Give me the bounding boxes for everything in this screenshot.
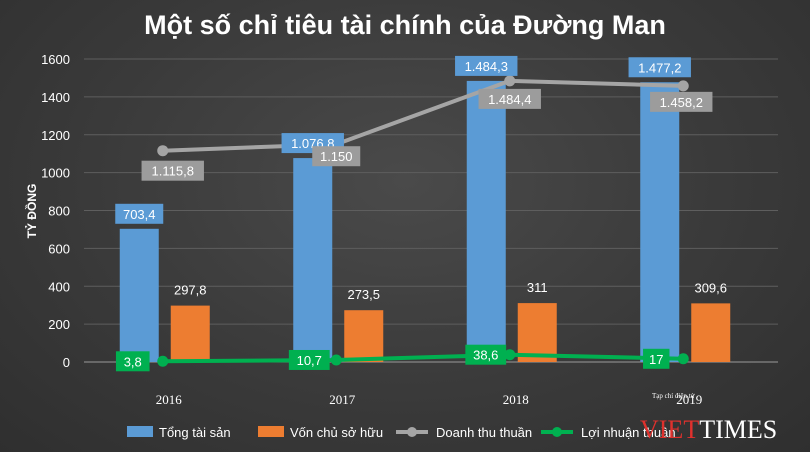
legend-marker-3 — [552, 427, 562, 437]
data-label-doanh-thu-thuan-box — [141, 160, 204, 181]
legend-marker-2 — [407, 427, 417, 437]
legend-label: Tổng tài sản — [159, 425, 231, 440]
chart-title: Một số chỉ tiêu tài chính của Đường Man — [144, 10, 666, 40]
legend-swatch-0 — [127, 426, 153, 437]
data-label-loi-nhuan-thuan-box — [288, 349, 330, 370]
bar-von-chu-so-huu-2016 — [170, 305, 210, 362]
y-tick-label: 200 — [48, 317, 70, 332]
marker-doanh-thu-thuan-2016 — [157, 145, 169, 157]
y-tick-labels: 0 200 400 600 800 1000 1200 1400 1600 — [41, 52, 70, 370]
y-tick-label: 1000 — [41, 166, 70, 181]
data-label-loi-nhuan-thuan-box — [115, 351, 150, 372]
bar-von-chu-so-huu-2019 — [691, 303, 731, 362]
x-category-label: 2018 — [503, 392, 529, 407]
bar-tong-tai-san-2017 — [293, 158, 333, 362]
bar-series — [119, 80, 731, 362]
bar-tong-tai-san-2016 — [119, 228, 159, 362]
x-category-label: 2016 — [156, 392, 183, 407]
legend-label: Lợi nhuận thuần — [581, 425, 676, 440]
y-axis-label: TỶ ĐỒNG — [24, 184, 39, 239]
data-label-tong-tai-san-box — [628, 57, 691, 78]
marker-doanh-thu-thuan-2019 — [677, 80, 689, 92]
bar-tong-tai-san-2018 — [466, 80, 506, 362]
line-doanh-thu-thuan — [162, 78, 684, 153]
x-category-label: 2017 — [329, 392, 356, 407]
legend-label: Doanh thu thuần — [436, 425, 532, 440]
marker-loi-nhuan-thuan-2019 — [677, 353, 689, 365]
watermark-brand-right: TIMES — [699, 415, 777, 444]
data-label-tong-tai-san: 703,4 — [123, 207, 156, 222]
y-tick-label: 1600 — [41, 52, 70, 67]
data-label-loi-nhuan-thuan: 3,8 — [124, 354, 142, 369]
legend: Tổng tài sản Vốn chủ sở hữu Doanh thu thuầ… — [127, 425, 676, 440]
marker-loi-nhuan-thuan-2017 — [330, 354, 342, 366]
data-label-tong-tai-san: 1.484,3 — [465, 59, 508, 74]
data-label-doanh-thu-thuan: 1.115,8 — [152, 164, 194, 179]
data-label-tong-tai-san: 1.477,2 — [638, 60, 681, 75]
marker-loi-nhuan-thuan-2018 — [504, 349, 516, 361]
data-label-doanh-thu-thuan-box — [312, 146, 361, 167]
data-label-loi-nhuan-thuan: 10,7 — [297, 353, 322, 368]
data-label-von-chu-so-huu: 297,8 — [174, 283, 207, 298]
data-label-von-chu-so-huu: 309,6 — [694, 280, 727, 295]
data-label-tong-tai-san-box — [115, 203, 164, 224]
data-label-tong-tai-san-box — [455, 55, 518, 76]
data-label-doanh-thu-thuan: 1.150 — [320, 149, 353, 164]
bar-von-chu-so-huu-2017 — [344, 310, 384, 362]
data-label-von-chu-so-huu: 273,5 — [347, 287, 380, 302]
y-tick-label: 800 — [48, 204, 70, 219]
x-category-label: 2019 — [676, 392, 702, 407]
data-label-loi-nhuan-thuan-box — [465, 344, 507, 365]
watermark-caption: Tạp chí điện tử — [652, 392, 695, 400]
line-loi-nhuan-thuan — [162, 352, 684, 364]
legend-swatch-1 — [258, 426, 284, 437]
legend-label: Vốn chủ sở hữu — [290, 425, 383, 440]
data-label-loi-nhuan-thuan: 38,6 — [473, 348, 498, 363]
line-series — [157, 75, 689, 367]
watermark-brand-left: VIET — [640, 415, 699, 444]
data-label-von-chu-so-huu: 311 — [527, 280, 548, 295]
y-tick-label: 1400 — [41, 90, 70, 105]
watermark-brand: VIETTIMES — [640, 415, 777, 444]
data-label-loi-nhuan-thuan-box — [643, 348, 670, 369]
data-label-doanh-thu-thuan: 1.484,4 — [488, 92, 531, 107]
marker-loi-nhuan-thuan-2016 — [157, 355, 169, 367]
data-label-loi-nhuan-thuan: 17 — [649, 352, 663, 367]
data-label-doanh-thu-thuan-box — [478, 88, 541, 109]
bar-tong-tai-san-2019 — [640, 82, 680, 362]
y-tick-label: 0 — [63, 355, 70, 370]
data-label-doanh-thu-thuan: 1.458,2 — [660, 95, 703, 110]
y-tick-label: 1200 — [41, 128, 70, 143]
y-tick-label: 400 — [48, 279, 70, 294]
bar-von-chu-so-huu-2018 — [517, 303, 557, 362]
y-tick-label: 600 — [48, 241, 70, 256]
viettimes-watermark: Tạp chí điện tử VIETTIMES — [640, 392, 777, 444]
marker-doanh-thu-thuan-2018 — [504, 75, 516, 87]
data-label-doanh-thu-thuan-box — [650, 91, 713, 112]
x-category-labels: 2016 2017 2018 2019 — [156, 392, 703, 407]
